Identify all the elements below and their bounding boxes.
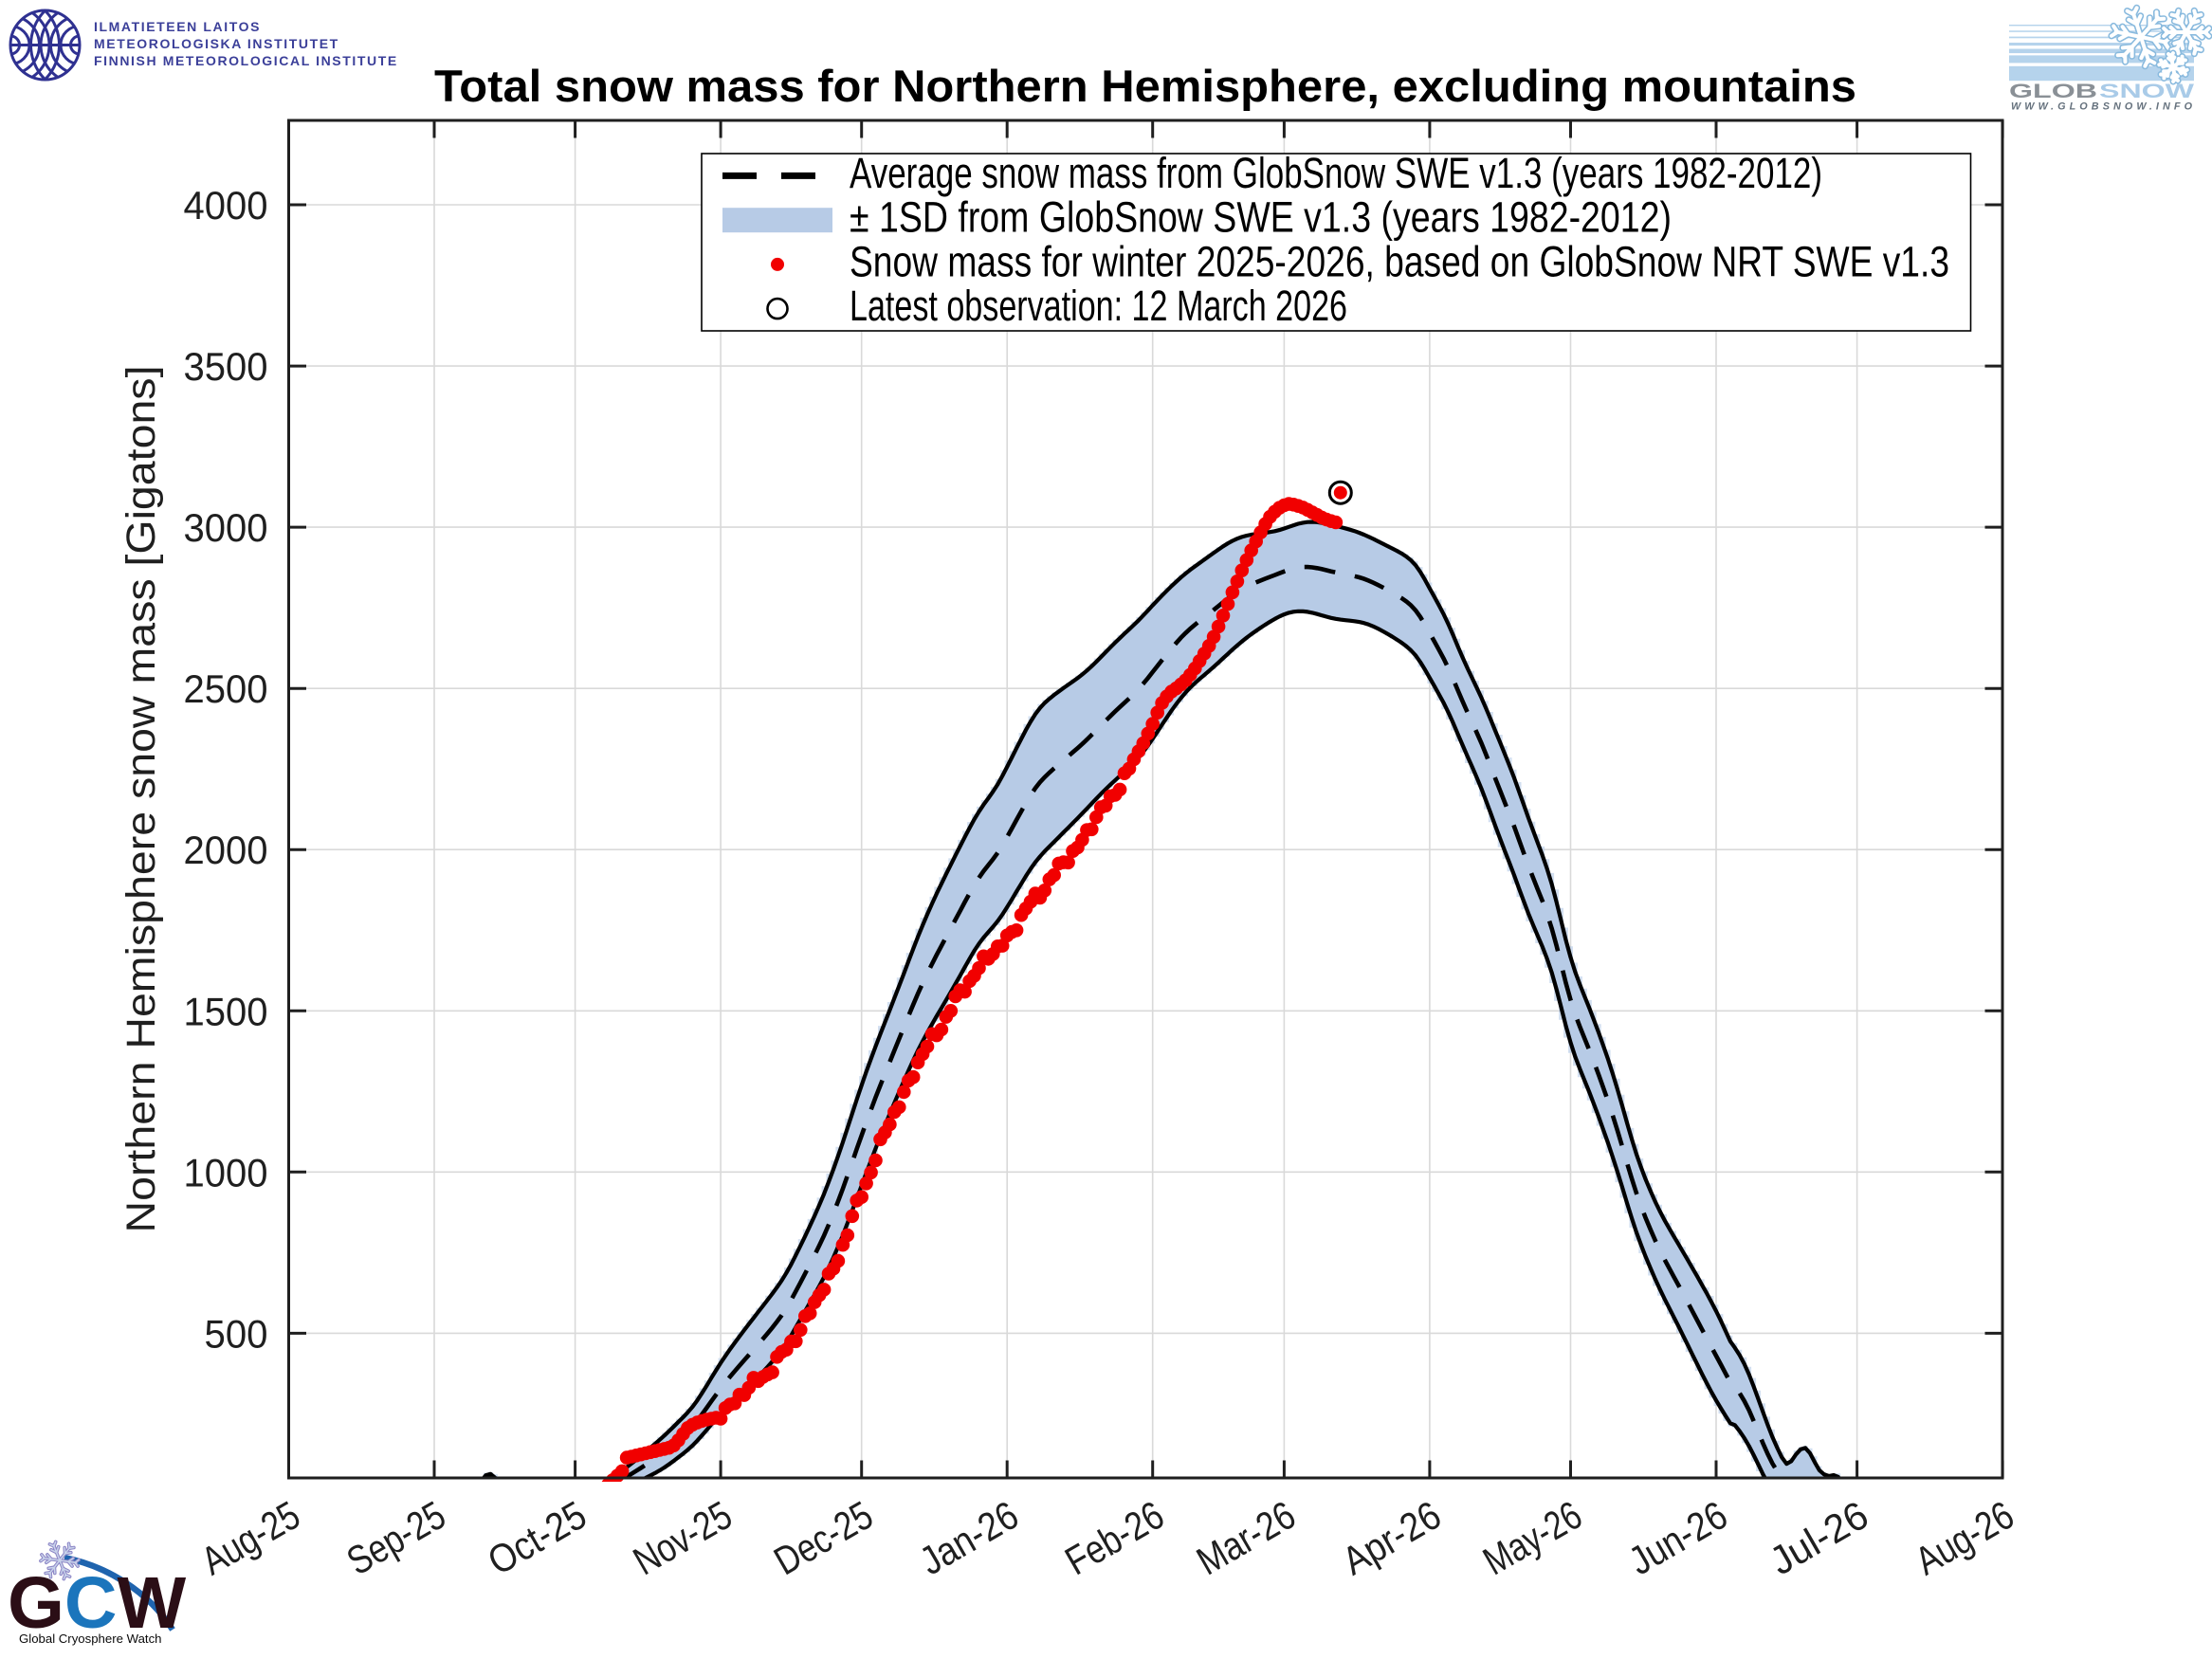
svg-text:± 1SD from GlobSnow SWE v1.3 (: ± 1SD from GlobSnow SWE v1.3 (years 1982… bbox=[850, 193, 1672, 242]
svg-text:2000: 2000 bbox=[184, 828, 268, 872]
svg-text:FINNISH METEOROLOGICAL INSTITU: FINNISH METEOROLOGICAL INSTITUTE bbox=[94, 53, 398, 68]
svg-text:ILMATIETEEN LAITOS: ILMATIETEEN LAITOS bbox=[94, 19, 261, 34]
svg-text:GCW: GCW bbox=[8, 1562, 187, 1644]
svg-text:Northern Hemisphere snow mass: Northern Hemisphere snow mass [Gigatons] bbox=[119, 366, 164, 1233]
svg-text:1500: 1500 bbox=[184, 989, 268, 1033]
svg-text:500: 500 bbox=[205, 1311, 268, 1356]
svg-text:4000: 4000 bbox=[184, 183, 268, 228]
svg-text:3000: 3000 bbox=[184, 505, 268, 550]
svg-text:2500: 2500 bbox=[184, 666, 268, 711]
svg-text:Latest observation: 12 March 2: Latest observation: 12 March 2026 bbox=[850, 282, 1347, 330]
svg-text:Global Cryosphere Watch: Global Cryosphere Watch bbox=[19, 1632, 162, 1646]
svg-text:Total snow mass for Northern H: Total snow mass for Northern Hemisphere,… bbox=[434, 62, 1856, 112]
svg-text:1000: 1000 bbox=[184, 1150, 268, 1194]
svg-text:METEOROLOGISKA INSTITUTET: METEOROLOGISKA INSTITUTET bbox=[94, 36, 339, 51]
svg-text:GLOB: GLOB bbox=[2009, 81, 2097, 102]
svg-text:WWW.GLOBSNOW.INFO: WWW.GLOBSNOW.INFO bbox=[2011, 101, 2193, 113]
svg-text:Snow mass for winter 2025-2026: Snow mass for winter 2025-2026, based on… bbox=[850, 237, 1949, 285]
svg-text:SNOW: SNOW bbox=[2099, 81, 2194, 102]
svg-text:Average snow mass from GlobSno: Average snow mass from GlobSnow SWE v1.3… bbox=[850, 149, 1822, 197]
svg-text:3500: 3500 bbox=[184, 344, 268, 389]
